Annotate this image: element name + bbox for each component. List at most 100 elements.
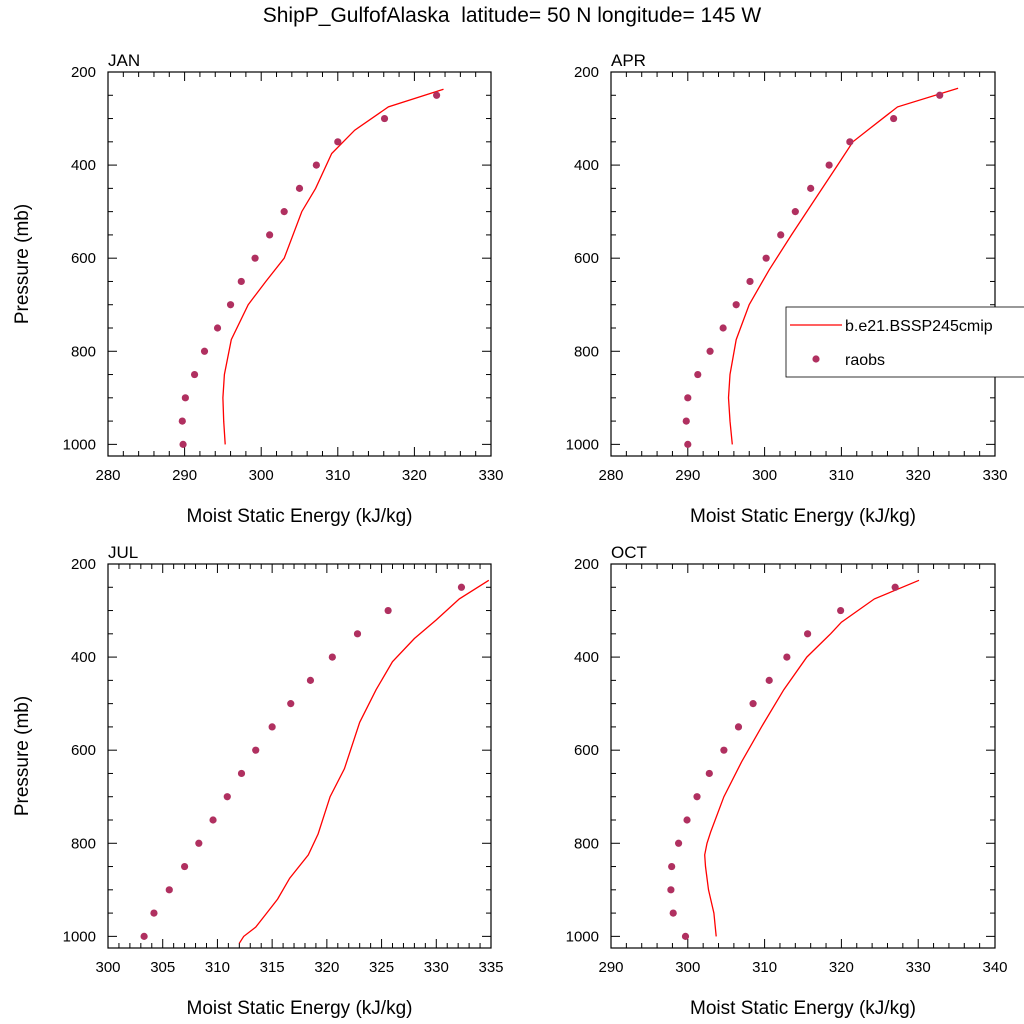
obs-point (181, 862, 189, 871)
obs-point (251, 254, 259, 262)
y-tick-label: 800 (71, 835, 96, 852)
obs-point (706, 347, 714, 355)
data-layer (140, 579, 490, 944)
obs-point (682, 417, 690, 425)
plot-frame (610, 71, 996, 457)
panel-label: JUL (108, 543, 138, 562)
plot-frame (107, 563, 492, 949)
obs-point (719, 324, 727, 332)
x-axis-label: Moist Static Energy (kJ/kg) (690, 506, 916, 527)
obs-point (825, 161, 833, 169)
obs-point (306, 676, 315, 684)
obs-point (807, 184, 815, 192)
obs-point (384, 606, 392, 615)
y-tick-label: 600 (574, 742, 599, 759)
x-tick-label: 310 (752, 959, 777, 976)
figure-title: ShipP_GulfofAlaska latitude= 50 N longit… (262, 4, 762, 27)
obs-point (190, 370, 199, 379)
obs-point (328, 653, 336, 661)
obs-point (226, 301, 235, 309)
y-axis-label: Pressure (mb) (12, 204, 33, 324)
x-tick-label: 300 (249, 467, 274, 484)
series-line-model (238, 579, 490, 944)
obs-point (683, 816, 691, 824)
x-tick-label: 310 (205, 959, 230, 976)
x-tick-label: 320 (402, 467, 427, 484)
y-axis-label: Pressure (mb) (12, 696, 33, 816)
obs-point (890, 114, 898, 123)
y-tick-label: 400 (574, 649, 599, 666)
obs-point (266, 231, 274, 239)
obs-point (684, 394, 692, 402)
obs-point (674, 839, 683, 847)
obs-point (223, 793, 231, 801)
legend-model-label: b.e21.BSSP245cmip (845, 318, 993, 335)
panel-label: OCT (611, 543, 647, 562)
x-tick-label: 290 (598, 959, 623, 976)
obs-point (668, 862, 676, 871)
obs-point (693, 793, 701, 801)
obs-point (237, 277, 245, 286)
obs-point (936, 91, 944, 99)
x-tick-label: 320 (906, 467, 931, 484)
chart-panel-jan: 280 290 300 310 320 330 200 400 600 800 1000 Moist … (12, 51, 504, 527)
y-tick-label: 400 (71, 157, 96, 174)
obs-point (783, 653, 791, 661)
series-line-model (704, 579, 920, 937)
data-layer (178, 88, 444, 448)
obs-point (734, 723, 743, 731)
x-tick-label: 280 (598, 467, 623, 484)
obs-point (280, 208, 288, 216)
plot-frame (107, 71, 492, 457)
obs-point (295, 184, 304, 192)
obs-point (181, 394, 189, 402)
y-tick-label: 800 (574, 835, 599, 852)
obs-point (762, 254, 770, 262)
y-tick-label: 400 (574, 157, 599, 174)
x-tick-label: 325 (369, 959, 394, 976)
obs-point (804, 630, 812, 638)
obs-point (179, 440, 187, 448)
legend: b.e21.BSSP245cmip raobs (785, 306, 1024, 378)
y-tick-label: 200 (71, 556, 96, 573)
obs-point (684, 440, 692, 448)
chart-panel-apr: 280 290 300 310 320 330 200 400 600 800 1000 Moist … (566, 51, 1008, 527)
obs-point (195, 839, 203, 847)
obs-point (765, 676, 773, 684)
obs-point (667, 886, 675, 894)
obs-point (213, 324, 222, 332)
x-tick-label: 290 (172, 467, 197, 484)
y-tick-label: 600 (574, 250, 599, 267)
y-tick-label: 400 (71, 649, 96, 666)
data-layer (682, 87, 959, 448)
x-tick-label: 330 (982, 467, 1007, 484)
obs-point (150, 909, 158, 917)
obs-point (380, 114, 389, 123)
series-line-model (222, 88, 444, 445)
obs-point (200, 347, 209, 355)
panel-label: JAN (108, 51, 140, 70)
x-tick-label: 310 (829, 467, 854, 484)
obs-point (749, 700, 757, 708)
obs-point (433, 91, 441, 99)
obs-point (178, 417, 186, 425)
data-layer (667, 579, 920, 940)
x-tick-label: 300 (95, 959, 120, 976)
x-tick-label: 330 (424, 959, 449, 976)
x-tick-label: 320 (314, 959, 339, 976)
obs-point (681, 932, 690, 940)
obs-point (353, 630, 362, 638)
obs-point (846, 138, 854, 146)
obs-point (791, 208, 799, 216)
y-tick-label: 1000 (63, 436, 96, 453)
obs-point (694, 370, 702, 379)
chart-panel-oct: 290 300 310 320 330 340 200 400 600 800 1000 Moist … (566, 543, 1008, 1019)
x-tick-label: 340 (982, 959, 1007, 976)
obs-point (209, 816, 217, 824)
y-tick-label: 200 (574, 556, 599, 573)
x-tick-label: 330 (478, 467, 503, 484)
x-tick-label: 290 (675, 467, 700, 484)
obs-point (287, 700, 295, 708)
x-tick-label: 310 (325, 467, 350, 484)
